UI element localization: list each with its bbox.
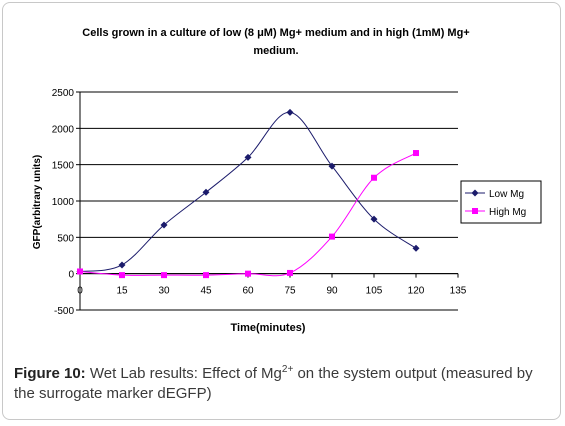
x-tick-label: 30 <box>158 286 170 297</box>
high-mg-data-point <box>203 272 209 279</box>
x-tick-label: 15 <box>116 286 128 297</box>
x-axis-label: Time(minutes) <box>231 322 306 334</box>
low-mg-data-point <box>328 162 336 170</box>
caption-text: Wet Lab results: Effect of Mg <box>85 365 282 382</box>
x-tick-label: 135 <box>450 286 467 297</box>
x-tick-label: 60 <box>242 286 254 297</box>
high-mg-data-point <box>77 268 83 275</box>
y-tick-label: 1000 <box>52 197 75 208</box>
low-mg-data-point <box>202 188 210 196</box>
high-mg-legend-label: High Mg <box>489 207 526 218</box>
caption-superscript: 2+ <box>281 364 294 375</box>
caption-label: Figure 10: <box>14 365 86 382</box>
high-mg-data-point <box>413 150 419 157</box>
low-mg-data-point <box>244 153 252 161</box>
y-tick-label: 0 <box>68 270 74 281</box>
y-axis-label: GFP(arbitrary units) <box>32 155 43 249</box>
high-mg-legend-marker <box>472 208 478 214</box>
x-tick-label: 75 <box>284 286 296 297</box>
legend: Low Mg High Mg <box>460 180 542 224</box>
figure-caption: Figure 10: Wet Lab results: Effect of Mg… <box>14 364 554 404</box>
high-mg-series-line <box>79 152 417 277</box>
y-tick-label: 1500 <box>52 161 75 172</box>
low-mg-data-point <box>412 244 420 252</box>
y-tick-label: 2000 <box>52 124 75 135</box>
high-mg-data-point <box>287 269 293 276</box>
legend-box <box>460 180 542 224</box>
series-group <box>76 108 420 279</box>
high-mg-data-point <box>329 233 335 240</box>
y-tick-label: 500 <box>57 233 74 244</box>
chart-title-line2: medium. <box>253 45 298 57</box>
low-mg-data-point <box>286 108 294 116</box>
chart-title-line1: Cells grown in a culture of low (8 μM) M… <box>82 27 469 39</box>
gridlines <box>80 91 458 311</box>
low-mg-data-point <box>160 221 168 229</box>
low-mg-legend-marker <box>471 189 479 197</box>
line-chart: Cells grown in a culture of low (8 μM) M… <box>32 27 542 334</box>
x-tick-label: 105 <box>366 286 383 297</box>
low-mg-legend-label: Low Mg <box>489 189 524 200</box>
y-tick-label: -500 <box>54 306 74 317</box>
high-mg-data-point <box>371 174 377 181</box>
high-mg-data-point <box>161 272 167 279</box>
y-tick-label: 2500 <box>52 88 75 99</box>
x-tick-label: 90 <box>326 286 338 297</box>
high-mg-data-point <box>119 272 125 279</box>
x-tick-label: 0 <box>77 286 83 297</box>
caption-text-end: on the system output (measured by the su… <box>14 365 533 402</box>
high-mg-data-point <box>245 270 251 277</box>
low-mg-series-line <box>79 111 417 272</box>
low-mg-data-point <box>370 215 378 223</box>
low-mg-data-point <box>118 261 126 269</box>
x-tick-label: 120 <box>408 286 425 297</box>
x-tick-label: 45 <box>200 286 212 297</box>
